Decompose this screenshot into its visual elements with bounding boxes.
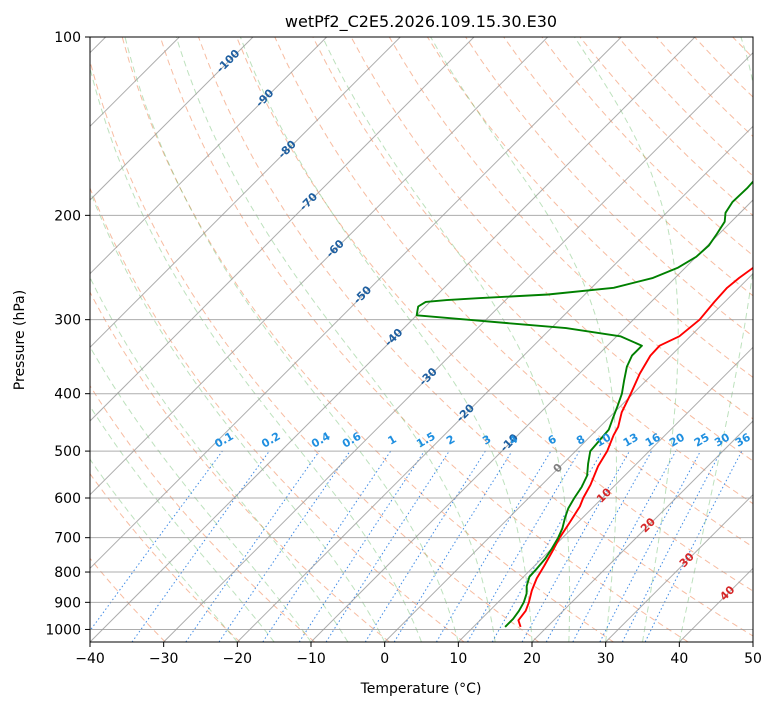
y-axis: 1000 900 800 700 600 500 400 300 200 100 xyxy=(45,30,90,638)
isotherm-line xyxy=(90,37,328,275)
plot-area: -100-90-80-70-60-50-40-30-20-10010203040… xyxy=(90,37,753,642)
mixing-ratio-line xyxy=(325,450,450,642)
y-axis-title: Pressure (hPa) xyxy=(12,290,28,390)
dry-adiabat-line xyxy=(90,472,241,642)
x-tick-label: 50 xyxy=(744,651,762,667)
mixing-ratio-line xyxy=(393,450,513,642)
isotherm-line xyxy=(605,493,753,642)
isotherm-line xyxy=(384,272,753,642)
x-tick-label: −40 xyxy=(75,651,105,667)
moist-adiabat-line xyxy=(678,37,753,642)
mixing-ratio-line xyxy=(572,450,677,642)
mixing-ratio-line xyxy=(90,450,223,632)
x-axis: −40 −30 −20 −10 0 10 20 30 40 50 xyxy=(75,642,762,667)
dry-adiabat-line xyxy=(121,37,614,642)
y-tick-label: 500 xyxy=(54,444,81,460)
mixing-ratio-line xyxy=(298,450,425,642)
x-tick-label: 0 xyxy=(380,651,389,667)
isotherm-line xyxy=(90,37,622,570)
x-tick-label: −30 xyxy=(149,651,179,667)
dry-adiabat-line xyxy=(236,37,753,592)
y-tick-label: 200 xyxy=(54,208,81,224)
profile-lines xyxy=(415,180,753,628)
y-tick-label: 100 xyxy=(54,30,81,46)
dewpoint-profile-line xyxy=(415,180,753,628)
y-tick-label: 900 xyxy=(54,595,81,611)
isotherm-line xyxy=(90,37,475,422)
moist-adiabat-line xyxy=(322,37,571,642)
plot-frame xyxy=(89,36,754,643)
isotherm-line xyxy=(531,420,753,642)
x-tick-label: 10 xyxy=(449,651,467,667)
isotherm-line xyxy=(457,346,753,642)
mixing-ratio-line xyxy=(521,450,630,642)
chart-title: wetPf2_C2E5.2026.109.15.30.E30 xyxy=(285,12,557,32)
y-tick-label: 800 xyxy=(54,565,81,581)
moist-adiabat-line xyxy=(430,37,617,642)
moist-adiabat-line xyxy=(124,37,459,642)
mixing-ratio-line xyxy=(262,450,392,642)
dry-adiabat-line xyxy=(90,384,316,642)
y-tick-label: 600 xyxy=(54,491,81,507)
y-tick-label: 700 xyxy=(54,531,81,547)
dry-adiabat-line xyxy=(388,37,753,420)
dry-adiabat-line xyxy=(350,37,753,462)
y-tick-label: 1000 xyxy=(45,622,81,638)
dry-adiabat-line xyxy=(312,37,753,505)
dry-adiabat-line xyxy=(465,37,753,338)
mixing-ratio-line xyxy=(644,450,743,642)
dry-adiabat-line xyxy=(274,37,753,548)
dry-adiabat-line xyxy=(159,37,689,642)
x-tick-label: −20 xyxy=(223,651,253,667)
isotherm-line xyxy=(310,199,753,642)
mixing-ratio-line xyxy=(185,450,320,642)
x-tick-label: 40 xyxy=(670,651,688,667)
moist-adiabat-line xyxy=(90,276,349,642)
isotherm-line xyxy=(90,37,401,349)
isobars xyxy=(90,37,753,630)
isotherm-line xyxy=(163,51,753,642)
mixing-ratio-line xyxy=(131,450,270,642)
y-tick-label: 400 xyxy=(54,387,81,403)
dry-adiabat-line xyxy=(90,291,390,642)
y-tick-label: 300 xyxy=(54,313,81,329)
dry-adiabat-line xyxy=(426,37,753,378)
mixing-ratio-line xyxy=(545,450,653,642)
moist-adiabat-line xyxy=(90,405,275,642)
x-tick-label: 20 xyxy=(523,651,541,667)
dry-adiabat-line xyxy=(90,186,465,642)
x-axis-title: Temperature (°C) xyxy=(360,681,482,697)
moist-adiabat-line xyxy=(90,458,238,642)
moist-adiabat-line xyxy=(90,189,386,642)
mixing-ratio-line xyxy=(218,450,351,642)
temperature-profile-line xyxy=(517,266,753,628)
isotherm-line xyxy=(90,37,696,642)
mixing-ratio-lines xyxy=(90,450,743,642)
dry-adiabat-line xyxy=(90,59,540,642)
isotherm-line xyxy=(90,37,254,201)
isotherm-line xyxy=(90,37,549,496)
moist-adiabat-line xyxy=(574,37,679,642)
moist-adiabat-line xyxy=(175,37,496,642)
moist-adiabat-line xyxy=(90,65,422,642)
isotherms xyxy=(90,37,753,642)
x-tick-label: 30 xyxy=(597,651,615,667)
isotherm-line xyxy=(236,125,753,642)
x-tick-label: −10 xyxy=(296,651,326,667)
